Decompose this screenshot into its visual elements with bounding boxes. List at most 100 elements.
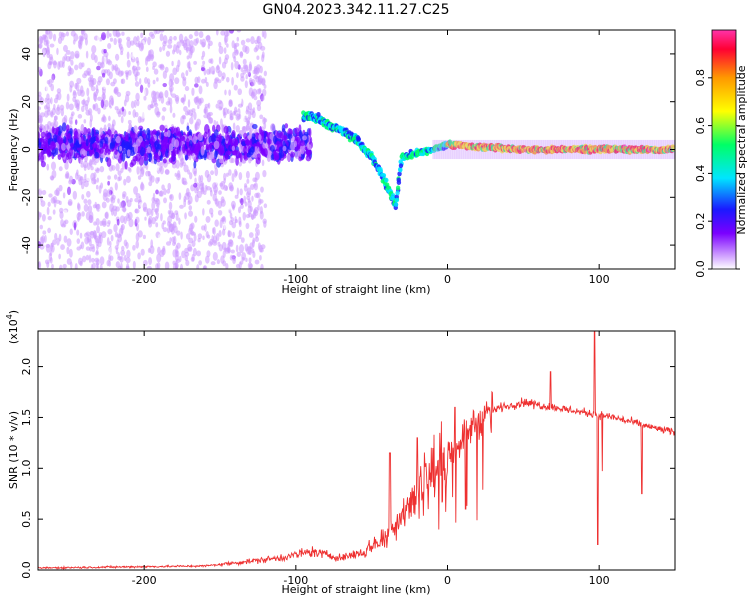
spectrogram-cell <box>218 46 224 55</box>
spectrogram-cell <box>115 163 120 172</box>
spectrogram-cell <box>182 76 187 81</box>
spectrogram-cell <box>74 82 78 90</box>
spectrogram-cell <box>80 176 83 186</box>
spectrogram-cell <box>129 162 134 168</box>
spectrogram-cell <box>240 114 246 124</box>
spectrogram-cell <box>208 66 212 75</box>
svg-text:(x104): (x104) <box>5 310 20 344</box>
spectrogram-cell <box>266 153 271 162</box>
spectrogram-cell <box>217 99 223 105</box>
spectrogram-cell <box>144 46 148 52</box>
spectrogram-cell <box>120 70 124 76</box>
spectrogram-cell <box>159 33 164 42</box>
spectrogram-cell <box>197 132 203 142</box>
spectrogram-cell <box>217 241 221 247</box>
spectrogram-cell <box>191 87 195 96</box>
spectrogram-cell <box>100 99 105 109</box>
spectrogram-cell <box>213 119 217 126</box>
spectrogram-cell <box>193 111 197 120</box>
spectrogram-cell <box>57 154 62 161</box>
spectrogram-cell <box>77 114 83 119</box>
spectrogram-cell <box>237 183 242 190</box>
spectrogram-cell <box>100 138 104 144</box>
spectrogram-cell <box>132 260 136 269</box>
spectrogram-cell <box>167 44 173 49</box>
spectrogram-cell <box>231 76 234 86</box>
spectrogram-cell <box>175 149 180 155</box>
spectrogram-cell <box>152 79 156 85</box>
spectrogram-cell <box>161 115 165 121</box>
spectrogram-cell <box>231 173 235 183</box>
spectrogram-cell <box>150 175 155 183</box>
spectrogram-cell <box>149 104 155 109</box>
spectrogram-cell <box>137 175 142 180</box>
spectrogram-cell <box>223 125 229 134</box>
spectrogram-cell <box>155 189 159 195</box>
spectrogram-cell <box>183 115 187 120</box>
spectrogram-cell <box>185 70 189 77</box>
spectrogram-cell <box>119 201 124 209</box>
spectrogram-cell <box>191 108 196 113</box>
spectrogram-cell <box>56 88 62 94</box>
spectrogram-cell <box>198 260 203 266</box>
spectrogram-cell <box>124 131 129 140</box>
spectrogram-cell <box>228 169 232 176</box>
spectrogram-cell <box>202 60 206 65</box>
spectrogram-cell <box>50 97 53 105</box>
spectrogram-cell <box>179 135 185 141</box>
spectrogram-cell <box>229 254 234 261</box>
spectrogram-cell <box>88 254 92 263</box>
spectrogram-cell <box>165 150 169 158</box>
y-tick-label: 1.0 <box>20 460 33 478</box>
spectrogram-cell <box>85 254 90 261</box>
spectrogram-cell <box>39 97 45 105</box>
spectrogram-cell <box>139 127 143 136</box>
spectrogram-cell <box>174 94 180 102</box>
spectrogram-cell <box>54 177 59 187</box>
spectrogram-cell <box>98 234 102 244</box>
spectrogram-cell <box>73 33 79 42</box>
spectrogram-cell <box>110 97 114 106</box>
spectrogram-cell <box>261 149 266 157</box>
spectrogram-cell <box>238 144 243 153</box>
spectrogram-cell <box>194 83 199 88</box>
spectrogram-cell <box>107 58 111 64</box>
spectrogram-cell <box>160 143 164 149</box>
spectrogram-cell <box>124 70 130 75</box>
snr-scale-label: (x104) <box>5 310 20 344</box>
spectrogram-cell <box>81 150 88 156</box>
spectrogram-cell <box>109 85 112 92</box>
spectrogram-cell <box>223 172 227 181</box>
spectrogram-cell <box>208 163 212 168</box>
spectrogram-cell <box>184 86 190 92</box>
spectrogram-cell <box>175 64 180 73</box>
spectrogram-cell <box>95 84 99 92</box>
spectrogram-cell <box>105 197 110 203</box>
spectrogram-cell <box>187 243 192 252</box>
spectrogram-cell <box>270 154 274 161</box>
spectrogram-cell <box>167 215 173 224</box>
spectrogram-cell <box>97 34 101 43</box>
spectrogram-cell <box>81 193 85 200</box>
spectrogram-cell <box>188 205 193 211</box>
spectrogram-cell <box>120 223 125 231</box>
spectrogram-cell <box>169 87 173 96</box>
spectrogram-cell <box>100 61 105 69</box>
spectrogram-cell <box>259 114 264 120</box>
spectrogram-cell <box>254 236 260 243</box>
spectrogram-cell <box>56 136 63 145</box>
spectrogram-cell <box>84 37 88 46</box>
spectrogram-cell <box>155 263 159 269</box>
spectrogram-cell <box>243 132 248 140</box>
spectrogram-cell <box>192 134 197 145</box>
spectrogram-cell <box>235 156 239 166</box>
spectrogram-cell <box>138 78 142 85</box>
spectrogram-cell <box>107 180 110 186</box>
spectrogram-cell <box>125 241 129 249</box>
spectrogram-cell <box>254 39 259 45</box>
spectrogram-cell <box>261 159 265 167</box>
spectrogram-cell <box>148 49 154 58</box>
spectrogram-cell <box>52 33 57 42</box>
spectrogram-cell <box>133 186 139 195</box>
spectrogram-cell <box>146 78 151 85</box>
